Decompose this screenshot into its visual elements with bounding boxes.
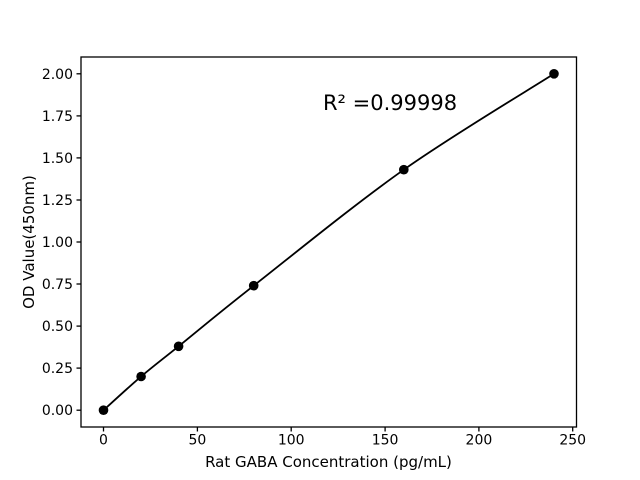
data-point <box>136 371 146 382</box>
y-tick-label: 0.75 <box>42 277 73 293</box>
y-tick-label: 0.50 <box>42 319 73 335</box>
y-tick-label: 1.25 <box>42 193 73 209</box>
data-point <box>248 280 259 291</box>
y-tick-label: 1.75 <box>42 109 73 125</box>
x-tick-label: 200 <box>466 433 493 449</box>
x-tick-label: 250 <box>559 433 586 449</box>
x-axis-label: Rat GABA Concentration (pg/mL) <box>205 453 452 471</box>
y-tick-label: 1.50 <box>42 151 73 167</box>
data-point <box>399 164 409 175</box>
x-tick-label: 0 <box>99 433 108 449</box>
y-tick-label: 0.25 <box>42 361 73 377</box>
x-tick-label: 150 <box>372 433 399 449</box>
y-axis-label: OD Value(450nm) <box>20 175 38 309</box>
data-point <box>98 405 109 416</box>
data-point <box>173 341 184 352</box>
y-tick-label: 2.00 <box>42 67 73 83</box>
y-tick-label: 0.00 <box>42 403 73 419</box>
y-tick-label: 1.00 <box>42 235 73 251</box>
r-squared-annotation: R² =0.99998 <box>323 91 457 115</box>
data-point <box>549 69 559 79</box>
fit-curve <box>102 72 555 412</box>
x-tick-label: 50 <box>188 433 206 449</box>
x-tick-label: 100 <box>278 433 305 449</box>
